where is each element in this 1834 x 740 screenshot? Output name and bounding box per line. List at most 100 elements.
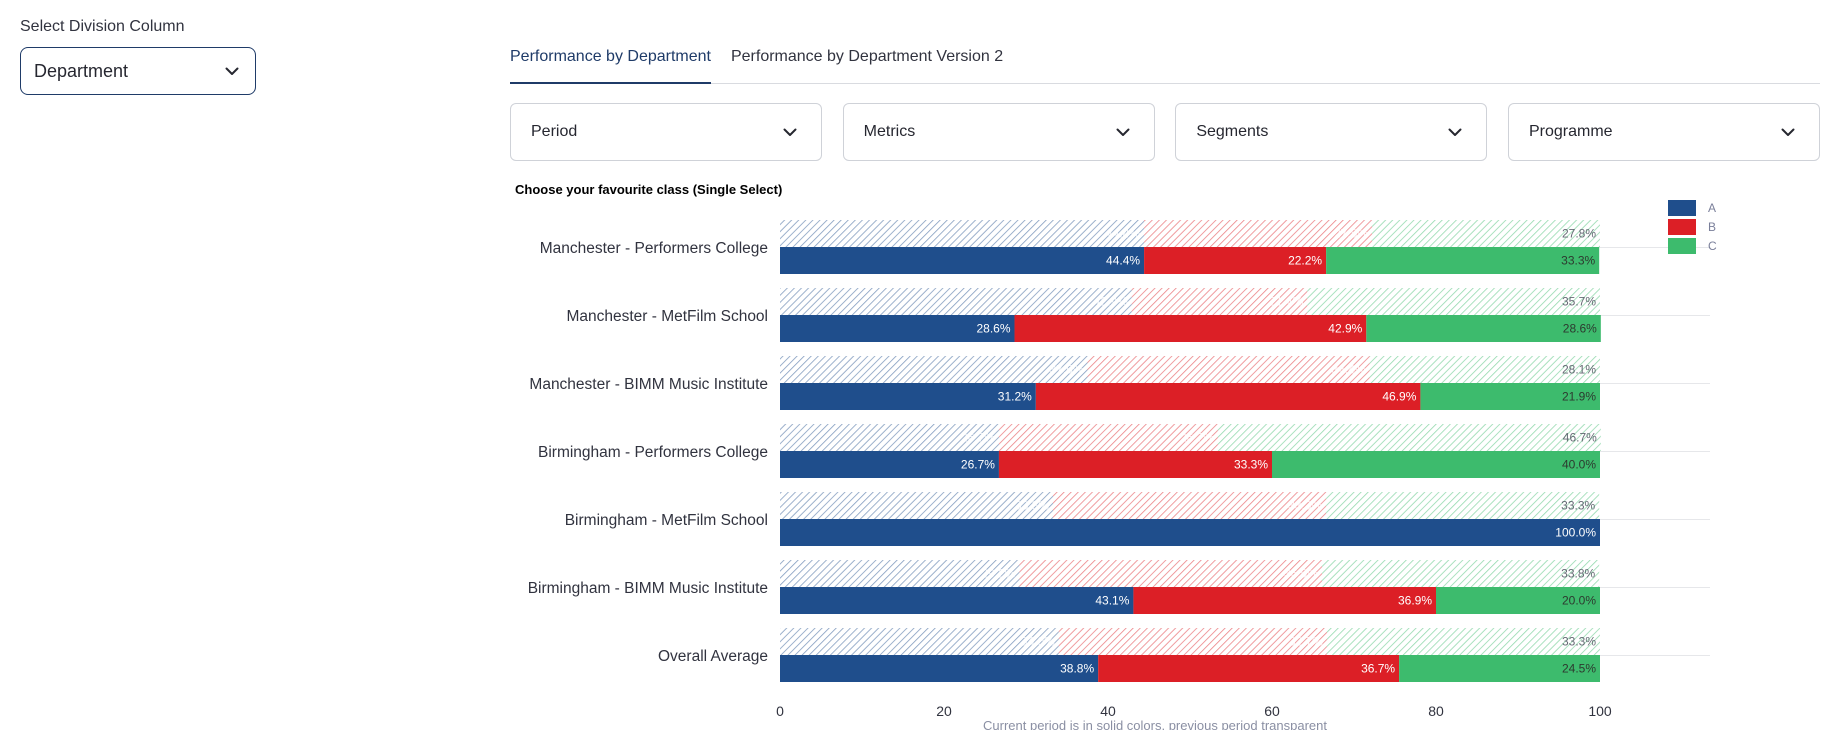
previous-bar-C [1217, 424, 1601, 451]
previous-value-label: 26.7% [961, 431, 995, 445]
x-tick-label: 40 [1100, 703, 1116, 719]
current-value-label: 100.0% [1555, 526, 1596, 540]
category-label: Birmingham - BIMM Music Institute [528, 580, 768, 597]
current-value-label: 21.9% [1562, 390, 1596, 404]
current-bar-A [780, 451, 999, 478]
current-bar-A [780, 655, 1099, 682]
previous-value-label: 34.4% [1332, 363, 1366, 377]
previous-value-label: 26.7% [1180, 431, 1214, 445]
previous-value-label: 33.3% [1561, 499, 1595, 513]
category-label: Overall Average [658, 648, 768, 665]
current-bar-C [1436, 587, 1600, 614]
programme-filter[interactable]: Programme [1507, 103, 1820, 161]
x-tick-label: 20 [936, 703, 952, 719]
previous-value-label: 33.3% [1562, 635, 1596, 649]
legend-label-B: B [1708, 220, 1716, 234]
current-value-label: 33.3% [1234, 458, 1268, 472]
previous-bar-C [1369, 356, 1600, 383]
programme-filter-label: Programme [1528, 123, 1613, 140]
current-value-label: 33.3% [1561, 254, 1595, 268]
previous-bar-A [780, 628, 1059, 655]
legend-swatch-B [1668, 219, 1696, 235]
tab-bar: Performance by Department Performance by… [510, 44, 1820, 84]
chevron-down-icon [225, 64, 239, 78]
metrics-filter[interactable]: Metrics [842, 103, 1155, 161]
current-value-label: 36.9% [1398, 594, 1432, 608]
category-label: Manchester - MetFilm School [566, 308, 768, 325]
previous-value-label: 46.7% [1563, 431, 1597, 445]
current-bar-B [998, 451, 1272, 478]
previous-value-label: 28.1% [1562, 363, 1596, 377]
tab-performance-by-department[interactable]: Performance by Department [510, 44, 711, 84]
current-value-label: 26.7% [961, 458, 995, 472]
previous-value-label: 32.7% [1289, 635, 1323, 649]
current-value-label: 36.7% [1361, 662, 1395, 676]
legend-label-C: C [1708, 239, 1717, 253]
chevron-down-icon [1781, 125, 1795, 139]
period-filter[interactable]: Period [510, 103, 822, 161]
chevron-down-icon [1116, 125, 1130, 139]
current-value-label: 28.6% [976, 322, 1010, 336]
tab-performance-by-department-v2[interactable]: Performance by Department Version 2 [730, 48, 1004, 65]
segments-filter-label: Segments [1196, 123, 1269, 140]
current-bar-C [1420, 383, 1600, 410]
previous-bar-A [780, 288, 1132, 315]
current-bar-A [780, 383, 1036, 410]
previous-bar-B [998, 424, 1218, 451]
division-label: Select Division Column [20, 18, 185, 35]
x-tick-label: 0 [776, 703, 784, 719]
metrics-filter-label: Metrics [863, 123, 916, 140]
previous-bar-B [1087, 356, 1370, 383]
legend-label-A: A [1708, 201, 1716, 215]
current-value-label: 20.0% [1562, 594, 1596, 608]
chevron-down-icon [783, 125, 797, 139]
previous-bar-C [1326, 492, 1600, 519]
previous-bar-C [1307, 288, 1600, 315]
previous-bar-A [780, 220, 1145, 247]
chart-footnote: Current period is in solid colors, previ… [983, 718, 1327, 730]
chevron-down-icon [1448, 125, 1462, 139]
current-bar-B [1035, 383, 1421, 410]
x-tick-label: 80 [1428, 703, 1444, 719]
previous-bar-C [1372, 220, 1600, 247]
category-label: Birmingham - MetFilm School [565, 512, 768, 529]
previous-bar-B [1131, 288, 1308, 315]
current-bar-B [1098, 655, 1400, 682]
previous-bar-A [780, 560, 1020, 587]
previous-bar-C [1322, 560, 1600, 587]
previous-value-label: 21.4% [1269, 295, 1303, 309]
current-bar-A [780, 587, 1134, 614]
current-bar-A [780, 519, 1600, 546]
period-filter-label: Period [531, 123, 578, 140]
current-value-label: 46.9% [1382, 390, 1416, 404]
previous-value-label: 27.8% [1562, 227, 1596, 241]
previous-bar-A [780, 356, 1088, 383]
previous-value-label: 33.8% [1561, 567, 1595, 581]
current-bar-A [780, 315, 1015, 342]
category-label: Manchester - BIMM Music Institute [529, 376, 768, 393]
legend-swatch-A [1668, 200, 1696, 216]
current-bar-C [1326, 247, 1600, 274]
stacked-bar-chart: Manchester - Performers College 44.4% 27.8… [528, 200, 1717, 730]
previous-value-label: 36.9% [1284, 567, 1318, 581]
segments-filter[interactable]: Segments [1175, 103, 1488, 161]
previous-bar-C [1326, 628, 1600, 655]
previous-value-label: 33.3% [1288, 499, 1322, 513]
current-bar-C [1399, 655, 1600, 682]
previous-bar-B [1019, 560, 1323, 587]
current-value-label: 40.0% [1562, 458, 1596, 472]
current-bar-B [1133, 587, 1436, 614]
current-value-label: 24.5% [1562, 662, 1596, 676]
previous-value-label: 42.9% [1094, 295, 1128, 309]
current-value-label: 22.2% [1288, 254, 1322, 268]
previous-bar-A [780, 424, 999, 451]
previous-bar-A [780, 492, 1054, 519]
division-select[interactable]: Department [20, 47, 256, 95]
current-value-label: 44.4% [1106, 254, 1140, 268]
previous-value-label: 27.8% [1334, 227, 1368, 241]
previous-value-label: 33.3% [1015, 499, 1049, 513]
previous-value-label: 44.4% [1106, 227, 1140, 241]
previous-value-label: 29.2% [981, 567, 1015, 581]
current-bar-C [1366, 315, 1601, 342]
previous-bar-B [1058, 628, 1327, 655]
